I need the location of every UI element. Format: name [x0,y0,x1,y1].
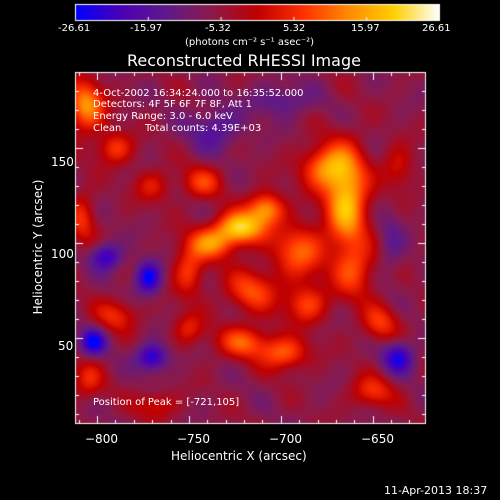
chart-canvas [0,0,500,500]
